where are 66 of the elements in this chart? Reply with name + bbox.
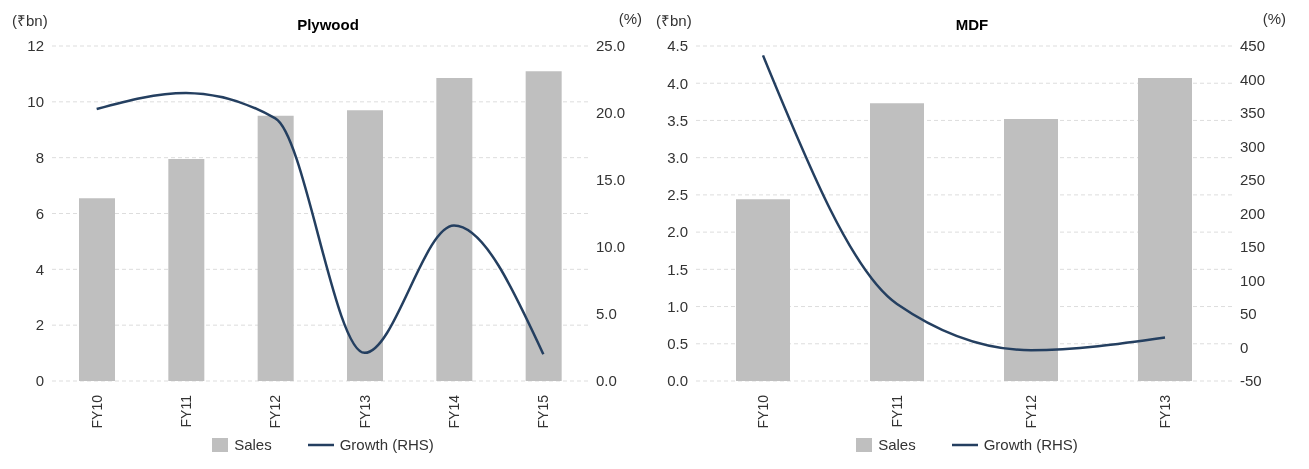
y2-tick-label: 300 [1240, 137, 1266, 155]
x-tick-label: FY11 [178, 394, 194, 428]
x-tick-label: FY13 [1157, 394, 1173, 429]
y2-tick-label: 20.0 [596, 104, 626, 122]
y2-tick-label: 10.0 [596, 238, 626, 256]
y2-tick-label: 25.0 [596, 37, 626, 55]
y2-tick-label: 250 [1240, 171, 1266, 189]
y2-tick-label: 15.0 [596, 171, 626, 189]
y2-tick-label: 200 [1240, 204, 1266, 222]
bar [1004, 118, 1058, 381]
chart-title: Plywood [297, 16, 359, 33]
y2-tick-label: 100 [1240, 271, 1266, 289]
y-tick-label: 0.0 [667, 372, 688, 390]
bar [257, 115, 294, 381]
y-tick-label: 2 [35, 316, 44, 334]
line-series [95, 91, 545, 356]
chart-title: MDF [955, 16, 989, 33]
y-tick-label: 2.0 [667, 223, 688, 241]
y2-tick-label: 0.0 [596, 372, 617, 390]
y-axis-title: (₹bn) [12, 11, 48, 30]
y-tick-label: 8 [35, 148, 44, 166]
x-tick-label: FY15 [535, 394, 552, 429]
x-tick-label: FY12 [267, 394, 284, 429]
bar [1138, 78, 1192, 381]
y2-tick-label: 450 [1240, 37, 1266, 55]
y-tick-label: 4.0 [667, 74, 688, 92]
y2-tick-label: 0 [1240, 338, 1249, 356]
bar [168, 159, 205, 381]
legend-label: Sales [233, 436, 272, 453]
y2-tick-label: 50 [1240, 305, 1257, 323]
x-tick-label: FY14 [446, 394, 462, 429]
y-tick-label: 4.5 [667, 37, 688, 55]
legend-label: Growth (RHS) [338, 436, 434, 453]
y-tick-label: 10 [27, 93, 44, 111]
y-tick-label: 0 [35, 372, 44, 390]
y-tick-label: 2.5 [667, 186, 688, 204]
bar [347, 110, 383, 381]
x-tick-label: FY10 [88, 394, 105, 429]
legend-label: Sales [877, 436, 916, 453]
y-tick-label: 1.0 [667, 297, 688, 315]
y-tick-label: 3.0 [667, 148, 688, 166]
line-series [761, 54, 1167, 352]
y-tick-label: 6 [35, 204, 44, 222]
legend-label: Growth (RHS) [982, 436, 1078, 453]
x-tick-label: FY13 [356, 394, 373, 429]
bar [736, 199, 790, 381]
y2-tick-label: 5.0 [596, 305, 617, 323]
x-tick-label: FY10 [755, 394, 771, 429]
y-tick-label: 1.5 [667, 260, 688, 278]
bar [436, 78, 473, 381]
y2-axis-title: (%) [618, 10, 642, 27]
y-axis-title: (₹bn) [656, 11, 692, 30]
y2-tick-label: 400 [1240, 70, 1266, 88]
y2-axis-title: (%) [1262, 10, 1286, 27]
x-tick-label: FY11 [889, 394, 905, 428]
y2-tick-label: 150 [1240, 238, 1266, 256]
bar [79, 198, 115, 381]
y-tick-label: 0.5 [667, 335, 688, 353]
y2-tick-label: -50 [1240, 372, 1262, 390]
y-tick-label: 4 [35, 260, 44, 278]
bar [525, 71, 562, 381]
y2-tick-label: 350 [1240, 104, 1266, 122]
x-tick-label: FY12 [1023, 394, 1039, 429]
y-tick-label: 12 [27, 37, 44, 55]
y-tick-label: 3.5 [667, 111, 688, 129]
bar [870, 103, 924, 381]
